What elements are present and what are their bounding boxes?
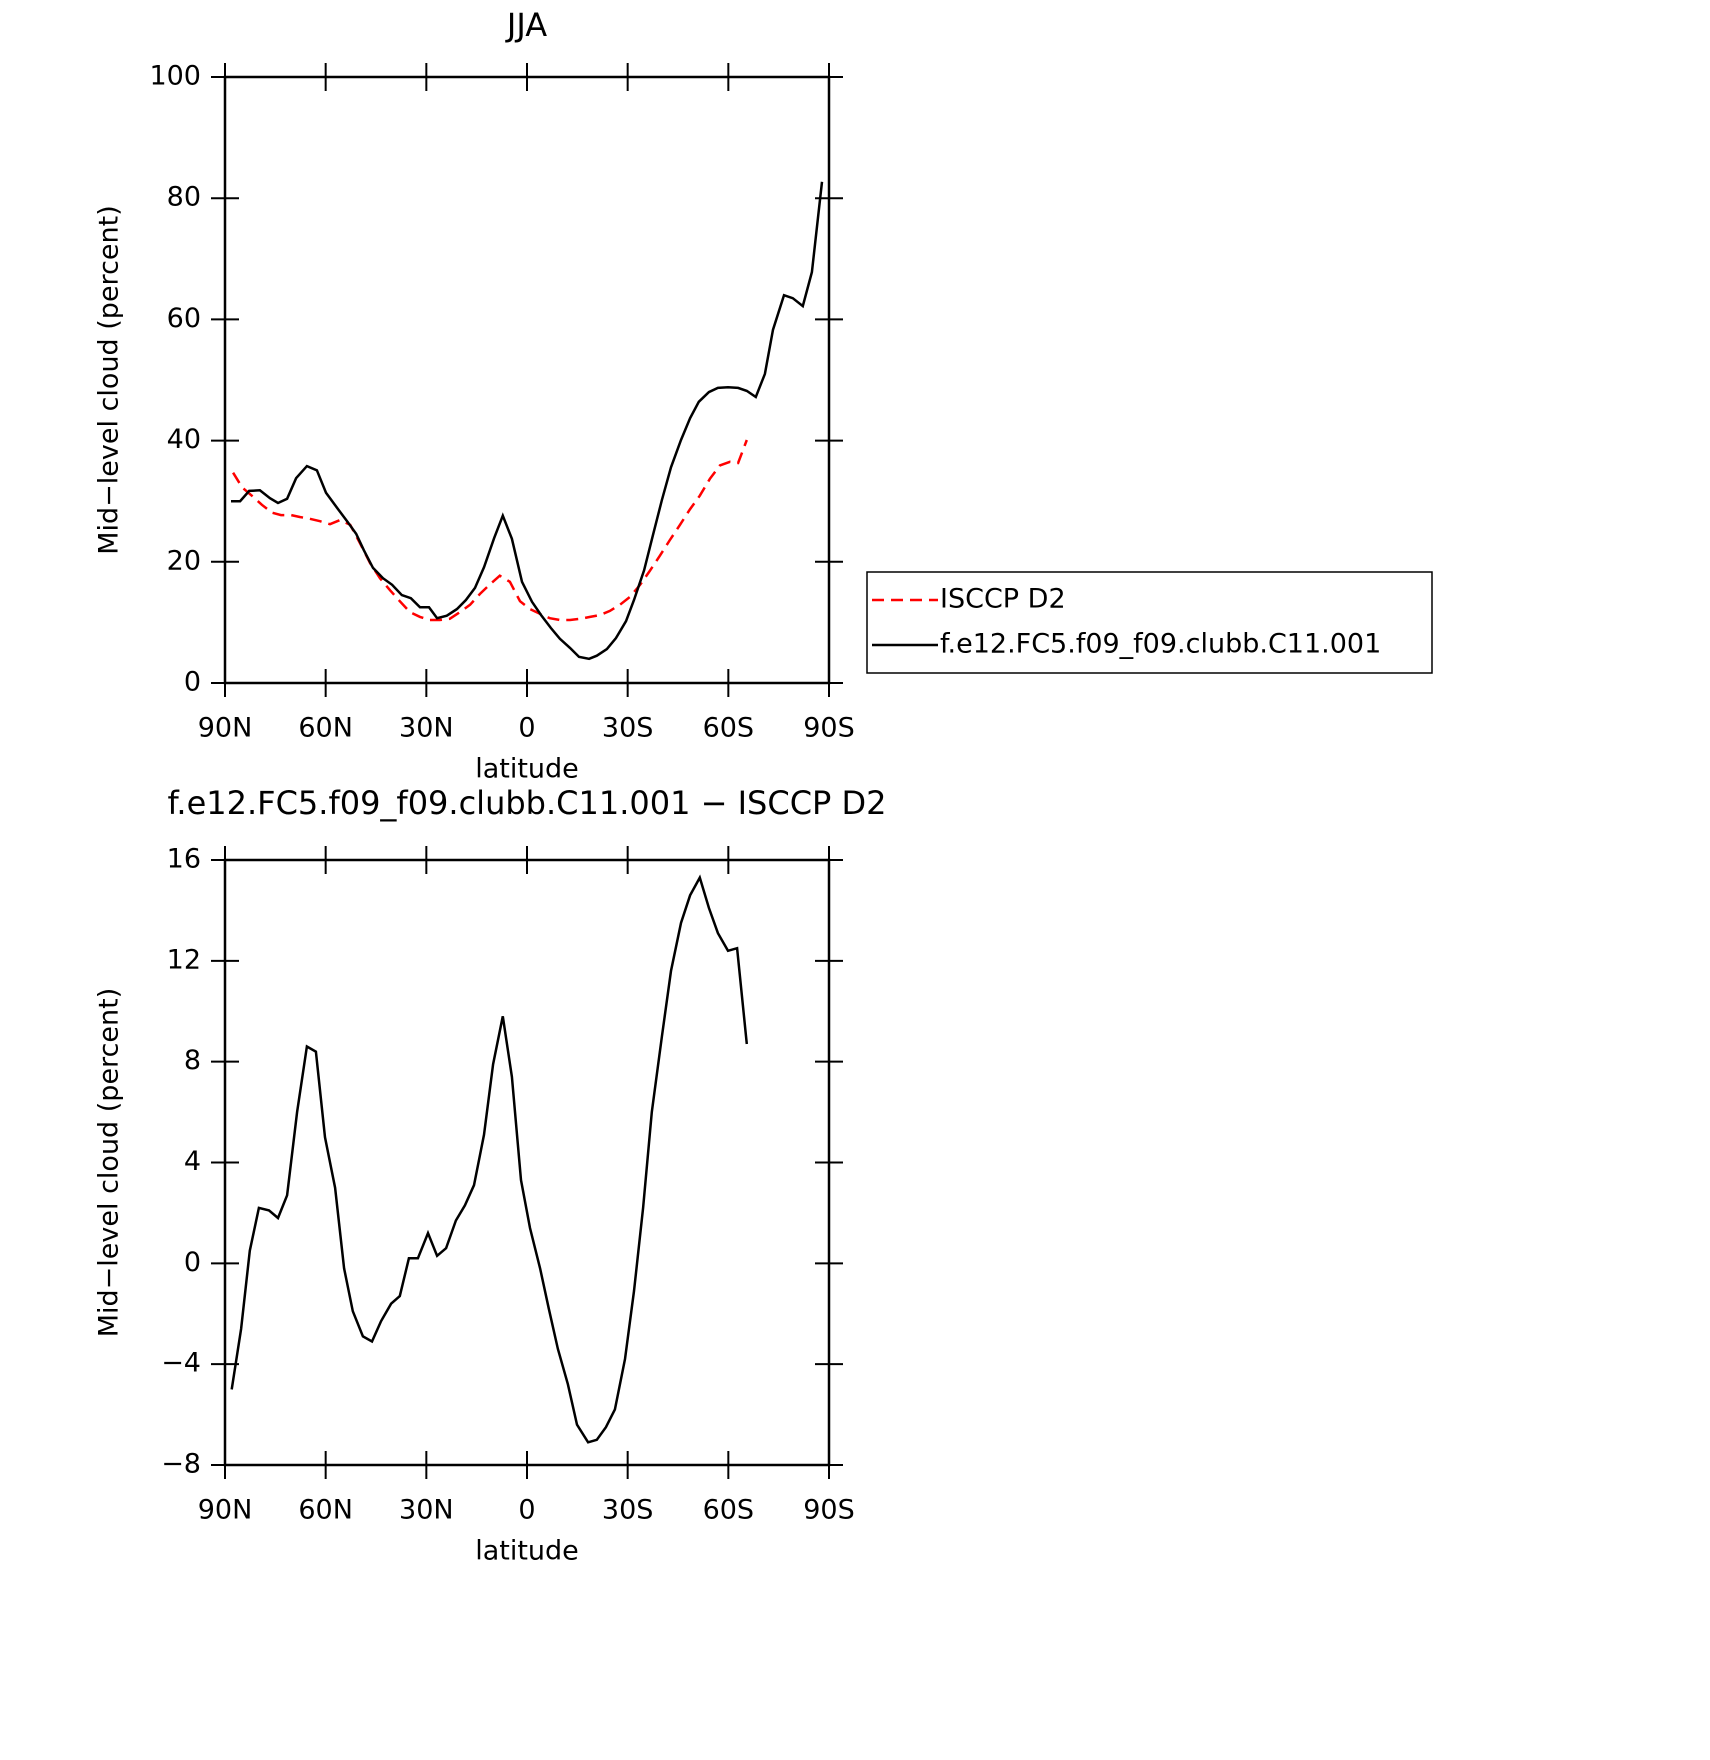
y-axis-label: Mid−level cloud (percent) [94, 205, 125, 555]
y-tick-label: 80 [167, 182, 201, 213]
y-tick-label: 0 [184, 1247, 201, 1278]
y-tick-label: −8 [161, 1449, 201, 1480]
y-tick-label: 12 [167, 944, 201, 975]
x-tick-label: 90S [803, 713, 855, 744]
x-tick-label: 0 [518, 713, 535, 744]
y-tick-label: 100 [149, 61, 201, 92]
plot-frame [223, 858, 831, 1467]
x-tick-label: 90S [803, 1495, 855, 1526]
y-tick-label: 40 [167, 424, 201, 455]
y-tick-label: 60 [167, 303, 201, 334]
y-tick-label: 20 [167, 545, 201, 576]
x-tick-label: 30S [602, 713, 654, 744]
x-tick-label: 60S [703, 1495, 755, 1526]
x-tick-label: 60S [703, 713, 755, 744]
chart-title: f.e12.FC5.f09_f09.clubb.C11.001 − ISCCP … [167, 784, 886, 822]
data-line [232, 439, 748, 622]
data-line [231, 181, 824, 661]
y-axis-label: Mid−level cloud (percent) [94, 988, 125, 1338]
x-tick-label: 60N [298, 713, 353, 744]
x-tick-label: 30N [399, 1495, 454, 1526]
x-tick-label: 0 [518, 1495, 535, 1526]
x-tick-label: 30S [602, 1495, 654, 1526]
legend-box [866, 571, 1433, 674]
x-tick-label: 90N [198, 713, 253, 744]
data-line [230, 874, 749, 1444]
plot-frame [223, 75, 831, 685]
legend-label: ISCCP D2 [940, 584, 1066, 615]
y-tick-label: −4 [161, 1348, 201, 1379]
x-tick-label: 60N [298, 1495, 353, 1526]
legend-label: f.e12.FC5.f09_f09.clubb.C11.001 [940, 629, 1381, 660]
chart-title: JJA [505, 6, 547, 44]
x-tick-label: 30N [399, 713, 454, 744]
x-axis-label: latitude [475, 1536, 579, 1567]
x-tick-label: 90N [198, 1495, 253, 1526]
y-tick-label: 0 [184, 667, 201, 698]
y-tick-label: 4 [184, 1146, 201, 1177]
x-axis-label: latitude [475, 754, 579, 785]
y-tick-label: 8 [184, 1045, 201, 1076]
y-tick-label: 16 [167, 844, 201, 875]
